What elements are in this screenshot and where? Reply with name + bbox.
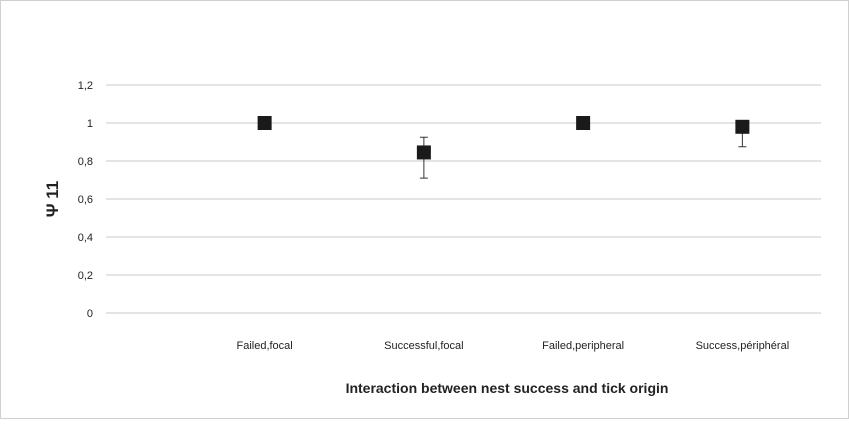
x-tick-label: Successful,focal (384, 340, 463, 352)
x-tick-label: Failed,focal (236, 340, 292, 352)
y-tick-labels: 0 0,2 0,4 0,6 0,8 1 1,2 (78, 80, 93, 320)
y-axis-label: Ψ 11 (43, 181, 62, 217)
data-point (257, 116, 272, 130)
y-tick-label: 0,6 (78, 194, 93, 206)
x-tick-label: Success,périphéral (696, 340, 790, 352)
y-tick-label: 0,2 (78, 270, 93, 282)
y-tick-label: 0,4 (78, 232, 93, 244)
data-point (576, 116, 591, 130)
x-tick-labels: Failed,focal Successful,focal Failed,perip… (236, 340, 789, 352)
y-tick-label: 0,8 (78, 156, 93, 168)
y-tick-label: 1 (87, 118, 93, 130)
data-point (416, 145, 431, 160)
data-points (257, 116, 750, 160)
x-tick-label: Failed,peripheral (542, 340, 624, 352)
x-axis-label: Interaction between nest success and tic… (346, 380, 669, 396)
data-point (735, 119, 750, 134)
error-bars (419, 126, 747, 179)
grid-lines (106, 84, 821, 314)
y-tick-label: 0 (87, 308, 93, 320)
y-tick-label: 1,2 (78, 80, 93, 92)
